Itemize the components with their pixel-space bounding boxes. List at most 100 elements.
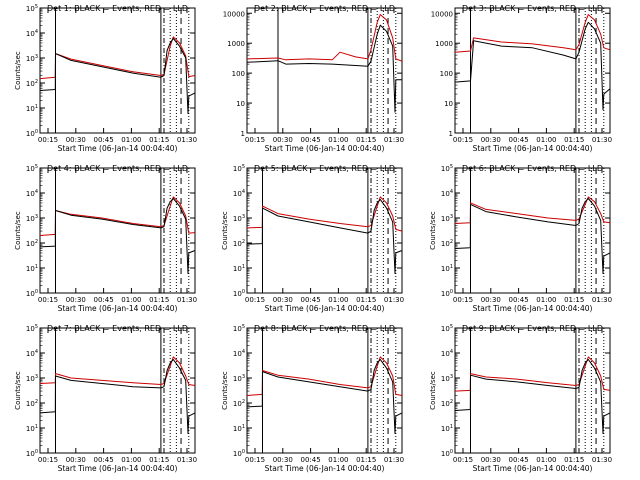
x-tick-label: 00:30 [66, 136, 86, 144]
y-tick-label: 104 [441, 189, 453, 198]
panel-title: Det 4: BLACK = Events, RED = LLD [47, 164, 188, 173]
y-axis-label: Counts/sec [14, 51, 22, 90]
x-tick-label: 00:30 [481, 296, 501, 304]
series-red-line [246, 196, 403, 232]
y-tick-label: 101 [441, 264, 453, 273]
x-tick-label: 00:15 [245, 456, 265, 464]
y-tick-label: 102 [26, 399, 38, 408]
x-axis-label: Start Time (06-Jan-14 00:04:40) [58, 464, 178, 473]
y-axis-label: Counts/sec [14, 371, 22, 410]
y-tick-label: 10000 [223, 10, 245, 18]
series-black-line [246, 24, 402, 113]
panel-title: Det 9: BLACK = Events, RED = LLD [462, 324, 603, 333]
x-tick-label: 01:15 [149, 456, 169, 464]
x-tick-label: 00:30 [481, 456, 501, 464]
y-tick-label: 102 [233, 239, 245, 248]
y-axis-label: Counts/sec [221, 371, 229, 410]
x-tick-label: 00:30 [66, 296, 86, 304]
x-tick-label: 00:45 [509, 296, 529, 304]
detector-panel-1: 100 101 102 103 104 105 00:15 00:30 00:45 01:00 01… [14, 4, 197, 153]
detector-panel-2: 1 10 100 1000 10000 00:15 00:30 00:45 01:00 01:15… [223, 4, 404, 153]
x-tick-label: 01:30 [384, 296, 404, 304]
detector-panel-8: 100 101 102 103 104 105 00:15 00:30 00:45 01:00 01… [221, 324, 404, 473]
series-red-line [39, 196, 196, 236]
series-black-line [454, 359, 611, 434]
y-tick-label: 105 [441, 164, 453, 173]
x-axis-label: Start Time (06-Jan-14 00:04:40) [473, 304, 593, 313]
y-tick-label: 101 [26, 424, 38, 433]
y-tick-label: 100 [232, 70, 245, 78]
y-tick-label: 105 [233, 164, 245, 173]
x-tick-label: 01:30 [177, 136, 197, 144]
panel-title: Det 7: BLACK = Events, RED = LLD [47, 324, 188, 333]
y-axis-label: Counts/sec [14, 211, 22, 250]
x-tick-label: 00:45 [301, 296, 321, 304]
y-tick-label: 103 [441, 374, 453, 383]
y-tick-label: 103 [233, 374, 245, 383]
y-tick-label: 104 [26, 29, 38, 38]
plot-frame [39, 7, 196, 134]
y-tick-label: 101 [441, 424, 453, 433]
series-black-line [246, 359, 403, 434]
y-tick-label: 100 [233, 289, 245, 298]
y-tick-label: 105 [26, 324, 38, 333]
x-tick-label: 01:30 [177, 296, 197, 304]
y-tick-label: 100 [233, 449, 245, 458]
y-tick-label: 105 [233, 324, 245, 333]
x-tick-label: 00:45 [94, 456, 114, 464]
x-tick-label: 00:45 [509, 456, 529, 464]
x-tick-label: 01:00 [121, 136, 141, 144]
x-tick-label: 01:30 [592, 136, 612, 144]
detector-panel-6: 100 101 102 103 104 105 00:15 00:30 00:45 01:00 01… [429, 164, 612, 313]
x-tick-label: 01:00 [328, 456, 348, 464]
y-axis-label: Counts/sec [221, 211, 229, 250]
y-tick-label: 1 [449, 130, 453, 138]
panel-title: Det 1: BLACK = Events, RED = LLD [47, 4, 188, 13]
detector-panel-3: 1 10 100 1000 10000 00:15 00:30 00:45 01:00 01:15… [431, 4, 612, 153]
y-tick-label: 102 [26, 239, 38, 248]
y-tick-label: 104 [26, 189, 38, 198]
y-tick-label: 100 [441, 289, 453, 298]
x-tick-label: 00:15 [453, 136, 473, 144]
x-tick-label: 01:30 [592, 456, 612, 464]
x-axis-label: Start Time (06-Jan-14 00:04:40) [265, 464, 385, 473]
y-tick-label: 100 [26, 289, 38, 298]
x-tick-label: 01:00 [536, 136, 556, 144]
y-tick-label: 104 [233, 189, 245, 198]
series-red-line [246, 356, 403, 396]
plot-frame [454, 7, 611, 134]
y-tick-label: 102 [233, 399, 245, 408]
y-tick-label: 10 [444, 100, 453, 108]
y-axis-label: Counts/sec [429, 211, 437, 250]
series-red-line [39, 36, 196, 80]
x-tick-label: 01:00 [536, 296, 556, 304]
x-axis-label: Start Time (06-Jan-14 00:04:40) [473, 144, 593, 153]
y-tick-label: 101 [26, 104, 38, 113]
y-tick-label: 104 [26, 349, 38, 358]
x-tick-label: 00:45 [94, 136, 114, 144]
x-tick-label: 00:30 [273, 456, 293, 464]
y-tick-label: 100 [26, 449, 38, 458]
series-black-line [39, 38, 196, 114]
x-axis-label: Start Time (06-Jan-14 00:04:40) [265, 304, 385, 313]
x-tick-label: 01:30 [177, 456, 197, 464]
x-tick-label: 00:30 [66, 456, 86, 464]
series-red-line [39, 356, 196, 386]
series-red-line [454, 14, 611, 53]
y-tick-label: 1000 [435, 40, 453, 48]
panel-title: Det 8: BLACK = Events, RED = LLD [254, 324, 395, 333]
y-tick-label: 100 [441, 449, 453, 458]
y-tick-label: 103 [233, 214, 245, 223]
y-tick-label: 103 [441, 214, 453, 223]
x-tick-label: 00:30 [481, 136, 501, 144]
y-tick-label: 102 [26, 79, 38, 88]
y-tick-label: 105 [26, 4, 38, 13]
x-tick-label: 00:15 [453, 456, 473, 464]
x-tick-label: 01:15 [356, 456, 376, 464]
series-black-line [454, 198, 611, 274]
y-tick-label: 100 [26, 129, 38, 138]
x-tick-label: 01:00 [536, 456, 556, 464]
detector-panel-5: 100 101 102 103 104 105 00:15 00:30 00:45 01:00 01… [221, 164, 404, 313]
detector-panel-4: 100 101 102 103 104 105 00:15 00:30 00:45 01:00 01… [14, 164, 197, 313]
